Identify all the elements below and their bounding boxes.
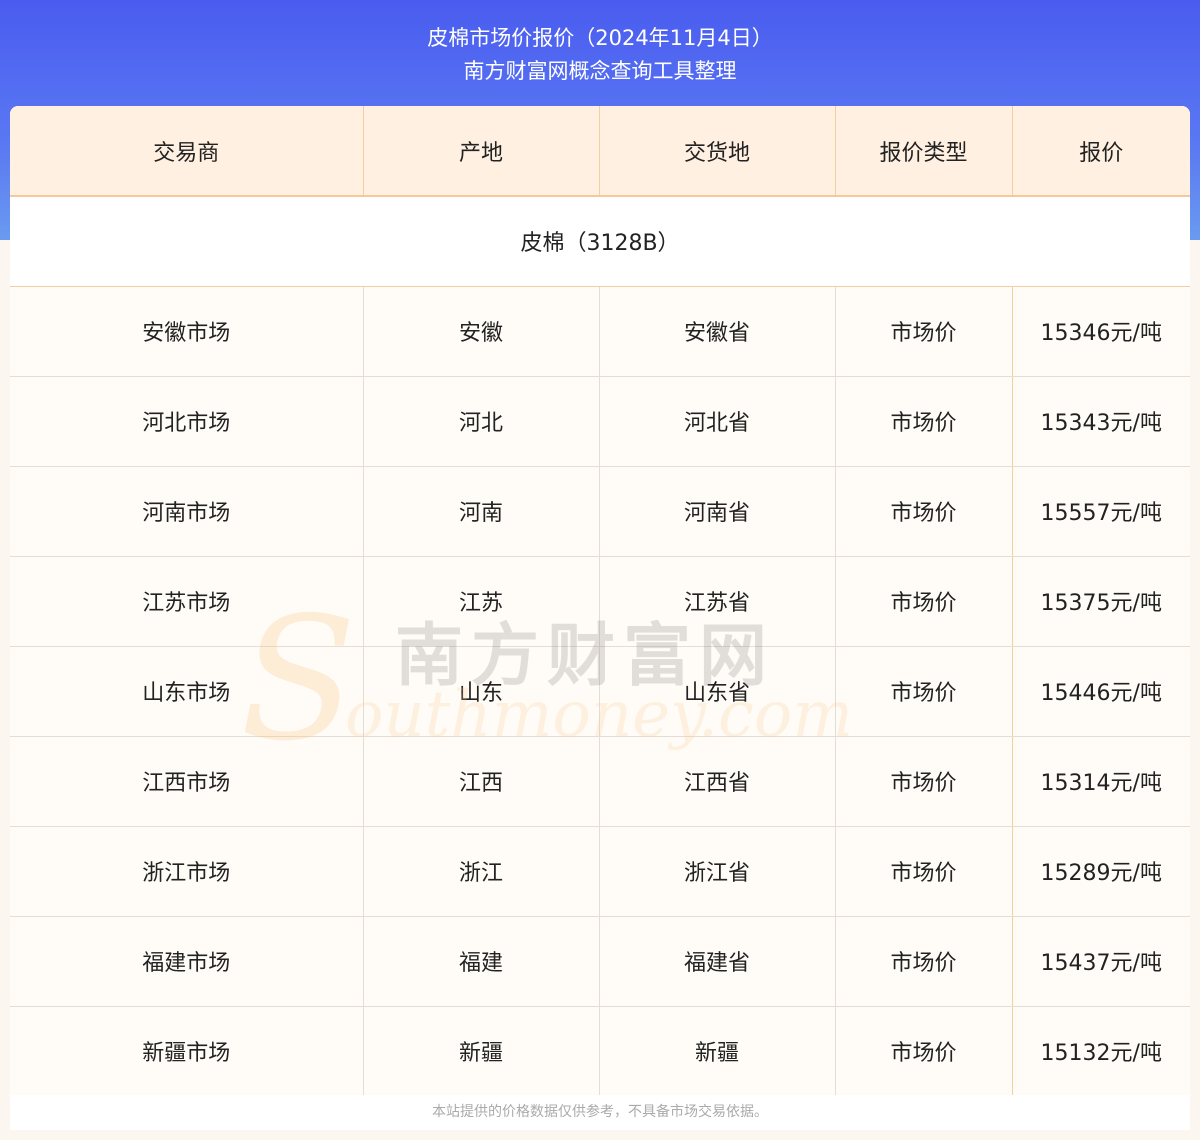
table-cell: 市场价 (835, 646, 1013, 737)
table-cell: 市场价 (835, 556, 1013, 647)
table-header-row: 交易商 产地 交货地 报价类型 报价 (10, 106, 1190, 197)
price-table: 交易商 产地 交货地 报价类型 报价 皮棉（3128B） 安徽市场 安徽 安徽省 市场价 153… (10, 106, 1190, 1097)
table-cell: 江苏市场 (10, 556, 364, 647)
table-cell: 15437元/吨 (1012, 916, 1190, 1007)
column-header: 报价类型 (835, 106, 1013, 197)
table-cell: 15346元/吨 (1012, 286, 1190, 377)
table-cell: 河南 (363, 466, 600, 557)
table-row: 浙江市场 浙江 浙江省 市场价 15289元/吨 (10, 826, 1190, 917)
group-label: 皮棉（3128B） (10, 196, 1190, 287)
table-cell: 江西省 (599, 736, 836, 827)
table-cell: 河南市场 (10, 466, 364, 557)
table-row: 福建市场 福建 福建省 市场价 15437元/吨 (10, 916, 1190, 1007)
table-row: 安徽市场 安徽 安徽省 市场价 15346元/吨 (10, 286, 1190, 377)
column-header: 交货地 (599, 106, 836, 197)
table-row: 河北市场 河北 河北省 市场价 15343元/吨 (10, 376, 1190, 467)
table-cell: 安徽市场 (10, 286, 364, 377)
disclaimer: 本站提供的价格数据仅供参考，不具备市场交易依据。 (10, 1095, 1190, 1130)
table-row: 江西市场 江西 江西省 市场价 15314元/吨 (10, 736, 1190, 827)
price-table-card: 交易商 产地 交货地 报价类型 报价 皮棉（3128B） 安徽市场 安徽 安徽省 市场价 153… (10, 106, 1190, 1097)
table-row: 新疆市场 新疆 新疆 市场价 15132元/吨 (10, 1006, 1190, 1097)
table-cell: 新疆 (599, 1006, 836, 1097)
table-row: 江苏市场 江苏 江苏省 市场价 15375元/吨 (10, 556, 1190, 647)
table-cell: 河北市场 (10, 376, 364, 467)
table-cell: 福建 (363, 916, 600, 1007)
table-cell: 15289元/吨 (1012, 826, 1190, 917)
table-cell: 河南省 (599, 466, 836, 557)
table-cell: 15132元/吨 (1012, 1006, 1190, 1097)
table-cell: 浙江 (363, 826, 600, 917)
table-cell: 市场价 (835, 736, 1013, 827)
column-header: 报价 (1012, 106, 1190, 197)
table-cell: 福建市场 (10, 916, 364, 1007)
table-cell: 15557元/吨 (1012, 466, 1190, 557)
table-cell: 山东省 (599, 646, 836, 737)
table-cell: 江苏省 (599, 556, 836, 647)
table-cell: 山东 (363, 646, 600, 737)
table-cell: 江西市场 (10, 736, 364, 827)
table-cell: 福建省 (599, 916, 836, 1007)
title-text: 皮棉市场价报价（2024年11月4日） (427, 26, 773, 50)
table-cell: 江西 (363, 736, 600, 827)
table-cell: 15446元/吨 (1012, 646, 1190, 737)
table-cell: 市场价 (835, 286, 1013, 377)
table-cell: 市场价 (835, 376, 1013, 467)
subtitle-text: 南方财富网概念查询工具整理 (463, 59, 737, 83)
table-cell: 15314元/吨 (1012, 736, 1190, 827)
table-cell: 新疆市场 (10, 1006, 364, 1097)
table-cell: 江苏 (363, 556, 600, 647)
table-row: 河南市场 河南 河南省 市场价 15557元/吨 (10, 466, 1190, 557)
table-cell: 安徽省 (599, 286, 836, 377)
table-cell: 安徽 (363, 286, 600, 377)
table-cell: 山东市场 (10, 646, 364, 737)
column-header: 产地 (363, 106, 600, 197)
table-cell: 河北 (363, 376, 600, 467)
column-header: 交易商 (10, 106, 364, 197)
table-cell: 15375元/吨 (1012, 556, 1190, 647)
table-row: 山东市场 山东 山东省 市场价 15446元/吨 (10, 646, 1190, 737)
group-row: 皮棉（3128B） (10, 196, 1190, 287)
table-cell: 市场价 (835, 916, 1013, 1007)
table-cell: 市场价 (835, 466, 1013, 557)
table-cell: 浙江市场 (10, 826, 364, 917)
table-cell: 15343元/吨 (1012, 376, 1190, 467)
table-cell: 市场价 (835, 1006, 1013, 1097)
table-cell: 市场价 (835, 826, 1013, 917)
table-cell: 新疆 (363, 1006, 600, 1097)
table-cell: 河北省 (599, 376, 836, 467)
table-cell: 浙江省 (599, 826, 836, 917)
page-title: 皮棉市场价报价（2024年11月4日） 南方财富网概念查询工具整理 (0, 22, 1200, 88)
